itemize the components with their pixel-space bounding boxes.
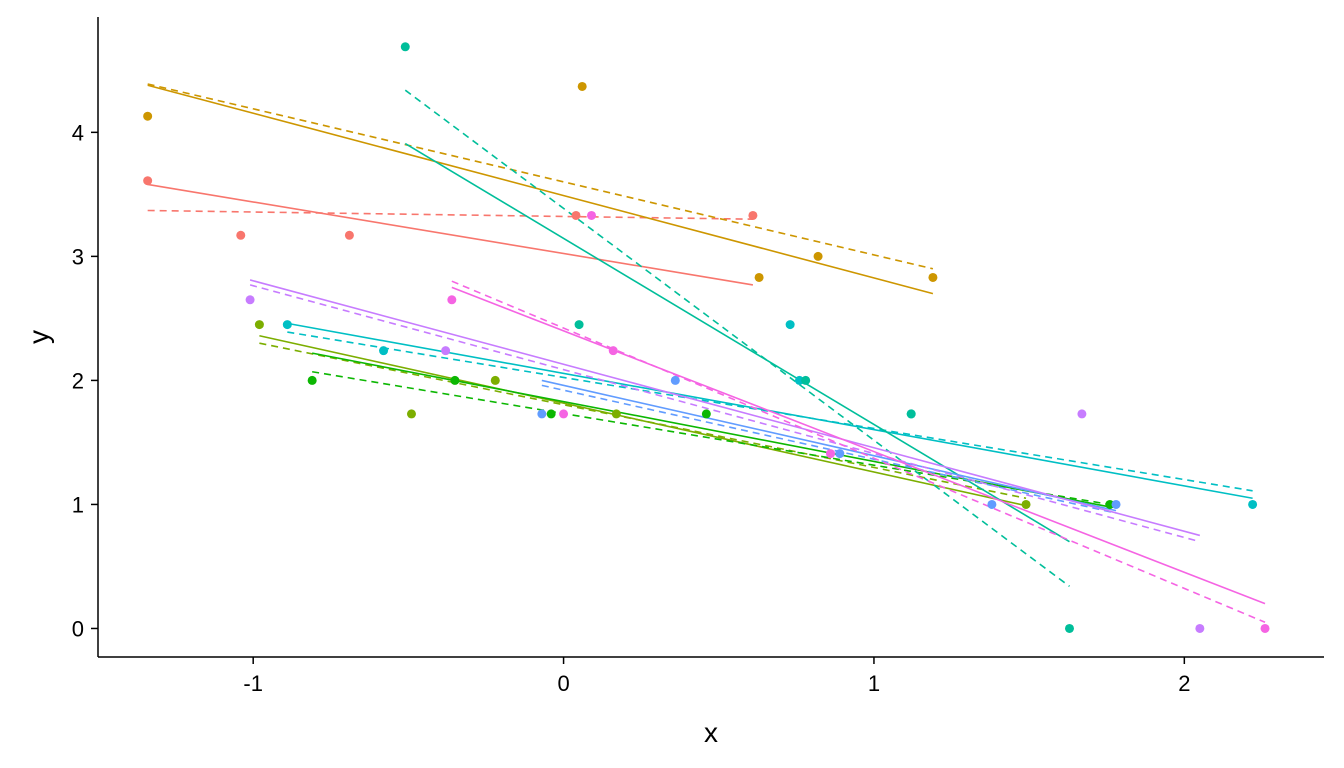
data-point: [801, 375, 811, 385]
data-point: [835, 449, 845, 459]
data-point: [406, 409, 416, 419]
x-tick-label: 2: [1178, 671, 1190, 696]
fit-line-solid: [147, 183, 754, 286]
data-points: [143, 42, 1270, 633]
data-point: [785, 320, 795, 330]
data-point: [143, 176, 153, 186]
data-point: [748, 210, 758, 220]
data-point: [537, 409, 547, 419]
y-axis-title: y: [23, 330, 54, 344]
data-point: [611, 409, 621, 419]
data-point: [754, 272, 764, 282]
data-point: [987, 499, 997, 509]
fit-line-solid: [404, 142, 1070, 543]
x-tick-label: 0: [557, 671, 569, 696]
y-tick-label: 1: [72, 492, 84, 517]
data-point: [701, 409, 711, 419]
fit-line-solid: [249, 279, 1201, 537]
data-point: [825, 449, 835, 459]
data-point: [906, 409, 916, 419]
data-point: [1021, 499, 1031, 509]
fit-lines: [147, 83, 1266, 624]
x-tick-label: -1: [243, 671, 263, 696]
fit-line-solid: [259, 334, 1027, 507]
fit-line-dashed: [259, 342, 1027, 500]
y-tick-label: 0: [72, 616, 84, 641]
fit-line-dashed: [147, 209, 753, 220]
fit-line-dashed: [541, 384, 1117, 514]
data-point: [1111, 499, 1121, 509]
data-point: [587, 210, 597, 220]
data-point: [143, 111, 153, 121]
y-tick-label: 2: [72, 368, 84, 393]
data-point: [254, 320, 264, 330]
data-point: [670, 375, 680, 385]
data-point: [245, 295, 255, 305]
fit-line-dashed: [147, 83, 934, 270]
fit-line-dashed: [404, 89, 1070, 587]
plot-panel: [97, 17, 1324, 658]
data-point: [546, 409, 556, 419]
data-point: [1077, 409, 1087, 419]
data-point: [1248, 499, 1258, 509]
fit-line-solid: [312, 352, 1110, 508]
data-point: [1064, 623, 1074, 633]
data-point: [559, 409, 569, 419]
x-axis-title: x: [704, 717, 718, 748]
data-point: [1105, 499, 1115, 509]
fit-line-dashed: [451, 280, 1266, 624]
data-point: [400, 42, 410, 52]
fit-line-solid: [451, 286, 1266, 605]
data-point: [307, 375, 317, 385]
data-point: [344, 230, 354, 240]
data-point: [236, 230, 246, 240]
x-tick-label: 1: [868, 671, 880, 696]
data-point: [928, 272, 938, 282]
data-point: [571, 210, 581, 220]
fit-line-solid: [147, 84, 934, 295]
data-point: [450, 375, 460, 385]
data-point: [447, 295, 457, 305]
data-point: [441, 346, 451, 356]
data-point: [1260, 623, 1270, 633]
data-point: [608, 346, 618, 356]
data-point: [794, 375, 804, 385]
x-axis-ticks: -1 0 1 2: [243, 657, 1190, 696]
y-tick-label: 4: [72, 120, 84, 145]
y-axis-ticks: 0 1 2 3 4: [72, 120, 98, 641]
fit-line-dashed: [249, 284, 1201, 543]
data-point: [1195, 623, 1205, 633]
data-point: [379, 346, 389, 356]
data-point: [490, 375, 500, 385]
data-point: [574, 320, 584, 330]
data-point: [813, 251, 823, 261]
data-point: [577, 81, 587, 91]
y-tick-label: 3: [72, 244, 84, 269]
data-point: [282, 320, 292, 330]
fit-line-solid: [541, 379, 1117, 512]
